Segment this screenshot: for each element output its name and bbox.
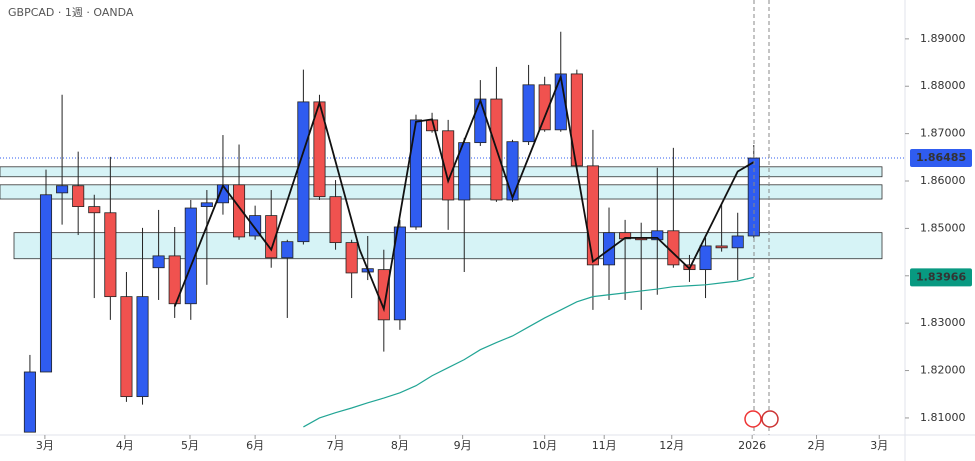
y-tick-label: 1.88000 (920, 79, 966, 92)
candle-body (667, 230, 680, 266)
x-tick-label: 10月 (532, 439, 557, 452)
candle-body (538, 84, 551, 131)
flag-icon[interactable] (761, 410, 779, 428)
candle-body (265, 215, 278, 259)
y-tick-label: 1.87000 (920, 127, 966, 140)
candle-body (233, 184, 246, 238)
last-price-label: 1.86485 (916, 151, 966, 164)
candle-body (651, 230, 664, 241)
y-tick-label: 1.85000 (920, 221, 966, 234)
x-tick-label: 4月 (116, 439, 134, 452)
candle-body (136, 296, 149, 398)
x-tick-label: 7月 (327, 439, 345, 452)
candle-body (184, 207, 197, 305)
candle-body (88, 206, 101, 214)
flag-icon[interactable] (744, 410, 762, 428)
candle-body (281, 241, 294, 259)
candle-body (297, 101, 310, 243)
x-tick-label: 12月 (659, 439, 684, 452)
candle-body (249, 215, 262, 237)
candle-body (522, 84, 535, 143)
x-tick-label: 3月 (870, 439, 888, 452)
candle-body (200, 202, 213, 208)
x-tick-label: 3月 (36, 439, 54, 452)
chart-title: GBPCAD · 1週 · OANDA (8, 6, 134, 19)
y-tick-label: 1.83000 (920, 316, 966, 329)
candle-body (393, 226, 406, 321)
candle-body (72, 185, 85, 208)
x-tick-label: 8月 (391, 439, 409, 452)
candle-body (39, 194, 53, 373)
y-tick-label: 1.86000 (920, 174, 966, 187)
candle-body (120, 296, 133, 398)
candle-body (506, 141, 519, 201)
y-tick-label: 1.81000 (920, 411, 966, 424)
candle-body (731, 235, 744, 249)
x-tick-label: 9月 (454, 439, 472, 452)
zone (0, 166, 883, 178)
x-tick-label: 2月 (808, 439, 826, 452)
zigzag (173, 73, 755, 313)
candle-body (152, 255, 165, 269)
x-tick-label: 6月 (246, 439, 264, 452)
candle-body (329, 196, 342, 244)
candle-body (23, 371, 36, 433)
candle-body (554, 73, 567, 131)
candle-body (104, 212, 117, 298)
candle-body (168, 255, 181, 305)
moving-average (303, 276, 754, 428)
candle-body (345, 242, 358, 274)
y-tick-label: 1.89000 (920, 32, 966, 45)
ma-price-label-box (910, 268, 972, 287)
candle-body (474, 98, 487, 144)
x-tick-label: 5月 (181, 439, 199, 452)
candle-body (699, 245, 712, 271)
candle-body (409, 119, 423, 228)
plot (23, 31, 760, 433)
y-tick-label: 1.82000 (920, 364, 966, 377)
candle-body (586, 165, 599, 266)
candle-body (377, 269, 390, 321)
last-price-label-box (910, 149, 972, 168)
ma-price-label: 1.83966 (916, 270, 966, 283)
candle-body (570, 73, 583, 167)
zone (13, 232, 883, 260)
x-tick-label: 11月 (592, 439, 617, 452)
candle-body (715, 245, 728, 249)
x-tick-label: 2026 (738, 439, 766, 452)
candle-body (56, 185, 69, 194)
